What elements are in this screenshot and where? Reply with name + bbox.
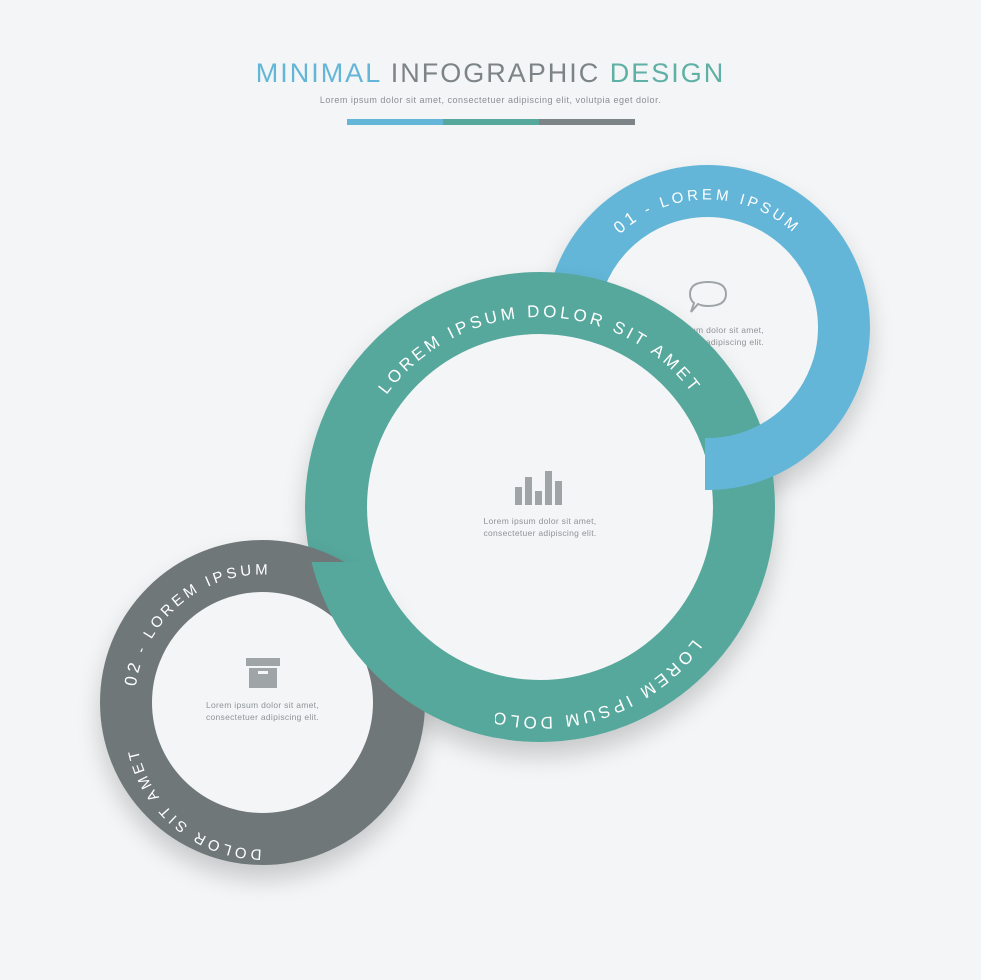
- ring-3-caption: Lorem ipsum dolor sit amet, consectetuer…: [190, 699, 335, 724]
- speech-bubble-icon: [686, 280, 730, 316]
- rings-stage: 01 - LOREM IPSUM DOLOR SIT AMET Lorem ip…: [0, 0, 981, 980]
- bar-chart-icon: [513, 467, 567, 507]
- ring-2-inner: Lorem ipsum dolor sit amet, consectetuer…: [460, 467, 620, 540]
- ring-3-inner: Lorem ipsum dolor sit amet, consectetuer…: [190, 655, 335, 724]
- archive-box-icon: [243, 655, 283, 691]
- ring-2-caption: Lorem ipsum dolor sit amet, consectetuer…: [460, 515, 620, 540]
- ring-3: 02 - LOREM IPSUM DOLOR SIT AMET Lorem ip…: [100, 540, 425, 865]
